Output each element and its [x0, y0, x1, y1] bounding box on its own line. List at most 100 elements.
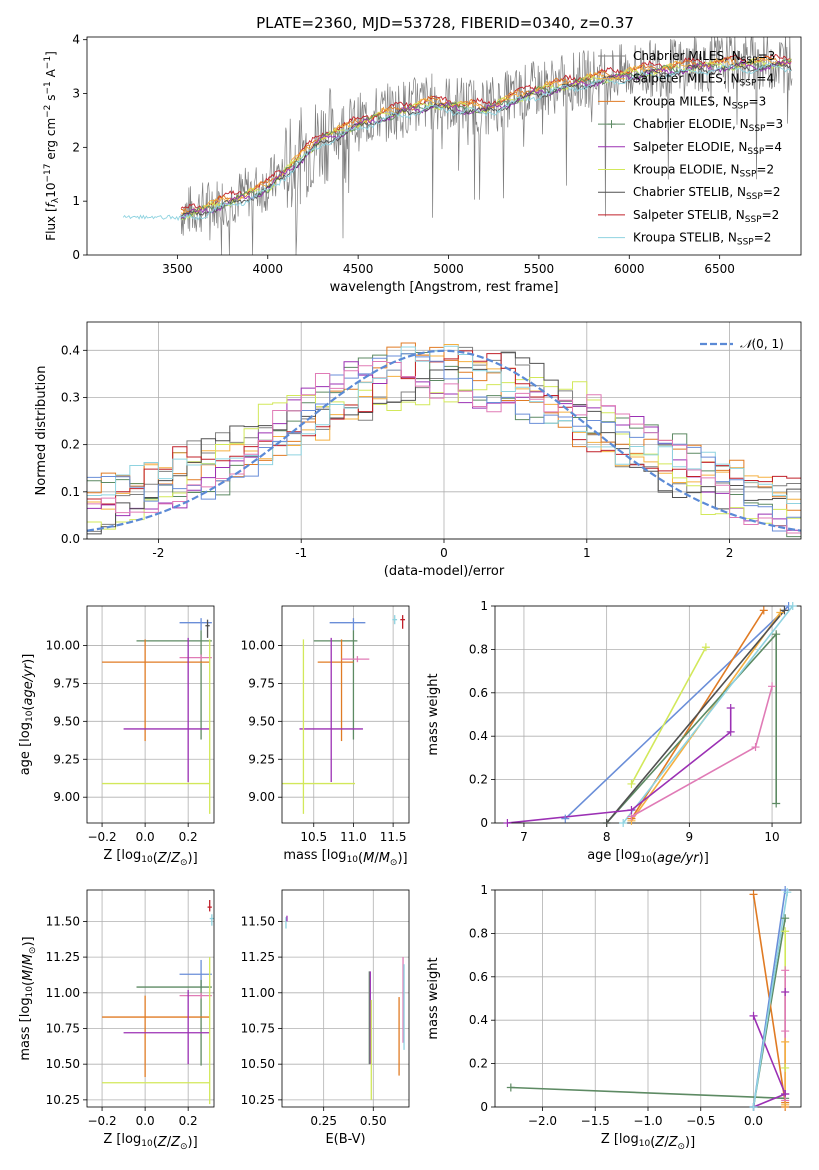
legend-entry: Salpeter ELODIE, NSSP=4	[633, 140, 782, 157]
x-tick-label: 11.5	[380, 830, 407, 844]
legend-entry: Kroupa ELODIE, NSSP=2	[633, 163, 774, 180]
x-tick-label: 1	[583, 546, 591, 560]
weight-point-marker	[781, 1037, 790, 1046]
y-tick-label: 11.25	[241, 950, 275, 964]
y-tick-label: 4	[72, 33, 80, 47]
weight-point-marker	[726, 703, 735, 712]
axes-frame	[86, 605, 215, 824]
model-spectrum-line	[122, 62, 792, 222]
y-tick-label: 11.25	[46, 950, 80, 964]
weight-point-marker	[781, 1027, 790, 1036]
y-tick-label: 10.25	[241, 1093, 275, 1107]
mass-vs-ebv-panel: 0.25 0.50 10.25 10.50 10.75 11.00 11.25 11.50 E(…	[241, 889, 410, 1147]
axes-frame	[86, 889, 215, 1108]
weight-series-line	[631, 686, 773, 818]
plot-area	[282, 615, 406, 814]
weight-point-marker	[701, 643, 710, 652]
y-tick-label: 0.8	[469, 642, 488, 656]
x-tick-label: 3500	[162, 262, 193, 276]
weight-series-line	[564, 606, 790, 820]
legend-entry: Kroupa STELIB, NSSP=2	[633, 231, 771, 248]
weight-point-marker	[783, 888, 792, 897]
axes-frame	[281, 889, 410, 1108]
legend-entry: Chabrier ELODIE, NSSP=3	[633, 117, 783, 134]
y-tick-label: 0.4	[61, 343, 80, 357]
x-tick-label: 0.0	[136, 1114, 155, 1128]
axes-frame	[281, 605, 410, 824]
y-tick-label: 2	[72, 140, 80, 154]
weight-point-marker	[776, 608, 785, 617]
x-tick-label: 0.2	[179, 830, 198, 844]
y-tick-label: 1	[480, 883, 488, 897]
x-axis-label: Z [log10(Z/Z⊙)]	[103, 1132, 197, 1152]
y-axis-label: age [log10(age/yr)]	[18, 654, 36, 776]
age-vs-metallicity-panel: −0.2 0.0 0.2 9.00 9.25 9.50 9.75 10.00 Z [log10(…	[18, 605, 215, 868]
weight-point-marker	[781, 1100, 790, 1109]
y-tick-label: 10.25	[46, 1093, 80, 1107]
x-tick-label: 0	[440, 546, 448, 560]
y-tick-label: 0	[480, 1100, 488, 1114]
y-tick-label: 9.75	[53, 676, 80, 690]
y-tick-label: 11.50	[241, 914, 275, 928]
y-tick-label: 10.00	[46, 638, 80, 652]
y-tick-label: 0.0	[61, 532, 80, 546]
x-tick-label: 8	[603, 830, 611, 844]
x-tick-label: 9	[686, 830, 694, 844]
axes-frame	[494, 889, 802, 1108]
weight-series-line	[510, 1086, 786, 1100]
x-tick-label: -2	[152, 546, 164, 560]
y-tick-label: 10.50	[241, 1057, 275, 1071]
y-tick-label: 9.25	[53, 752, 80, 766]
x-axis-label: mass [log10(M/M⊙)]	[283, 848, 407, 868]
y-tick-label: 9.75	[248, 676, 275, 690]
x-axis-label: Z [log10(Z/Z⊙)]	[103, 848, 197, 868]
axes-frame	[494, 605, 802, 824]
x-tick-label: -1	[295, 546, 307, 560]
x-tick-label: 7	[520, 830, 528, 844]
histogram-series	[87, 353, 801, 532]
model-spectrum-line	[180, 60, 792, 219]
y-tick-label: 1	[72, 194, 80, 208]
y-tick-label: 0.3	[61, 390, 80, 404]
weight-point-marker	[726, 727, 735, 736]
x-tick-label: −0.2	[87, 1114, 116, 1128]
weight-series-line	[752, 1015, 787, 1107]
residual-histogram-panel: -2 -1 0 1 2 0.0 0.1 0.2 0.3 0.4 (data-model)/error…	[34, 321, 802, 579]
y-tick-label: 0.2	[469, 773, 488, 787]
y-tick-label: 0.1	[61, 485, 80, 499]
y-tick-label: 11.00	[241, 986, 275, 1000]
histogram-series	[87, 342, 801, 511]
y-tick-label: 10.75	[241, 1021, 275, 1035]
spectrum-legend: Chabrier MILES, NSSP=3 Salpeter MILES, NS…	[598, 49, 783, 248]
weight-point-marker	[749, 1011, 758, 1020]
x-tick-label: 10.5	[300, 830, 327, 844]
legend-entry: Salpeter MILES, NSSP=4	[633, 72, 774, 89]
plot-area	[122, 37, 793, 255]
y-tick-label: 0.6	[469, 970, 488, 984]
x-tick-label: 4000	[252, 262, 283, 276]
spectrum-panel: 3500 4000 4500 5000 5500 6000 6500 0 1 2 3 4 wavelen…	[43, 33, 802, 295]
y-tick-label: 0	[72, 248, 80, 262]
x-tick-label: 0.2	[179, 1114, 198, 1128]
y-tick-label: 10.50	[46, 1057, 80, 1071]
weight-point-marker	[759, 606, 768, 615]
y-tick-label: 0.2	[469, 1057, 488, 1071]
y-tick-label: 9.00	[53, 790, 80, 804]
y-tick-label: 11.50	[46, 914, 80, 928]
y-tick-label: 0	[480, 816, 488, 830]
y-tick-label: 10.75	[46, 1021, 80, 1035]
histogram-series	[87, 345, 801, 505]
weight-point-marker	[772, 799, 781, 808]
model-spectrum-line	[180, 61, 792, 217]
plot-area	[102, 899, 214, 1105]
y-tick-label: 11.00	[46, 986, 80, 1000]
normal-curve	[87, 349, 801, 532]
y-tick-label: 1	[480, 599, 488, 613]
weight-point-marker	[788, 602, 797, 610]
x-axis-label: (data-model)/error	[384, 564, 505, 579]
x-tick-label: 0.50	[360, 1114, 387, 1128]
legend-entry: Chabrier MILES, NSSP=3	[633, 49, 775, 66]
legend-entry: Salpeter STELIB, NSSP=2	[633, 208, 779, 225]
weight-point-marker	[780, 606, 789, 615]
weight-point-marker	[749, 1103, 758, 1111]
